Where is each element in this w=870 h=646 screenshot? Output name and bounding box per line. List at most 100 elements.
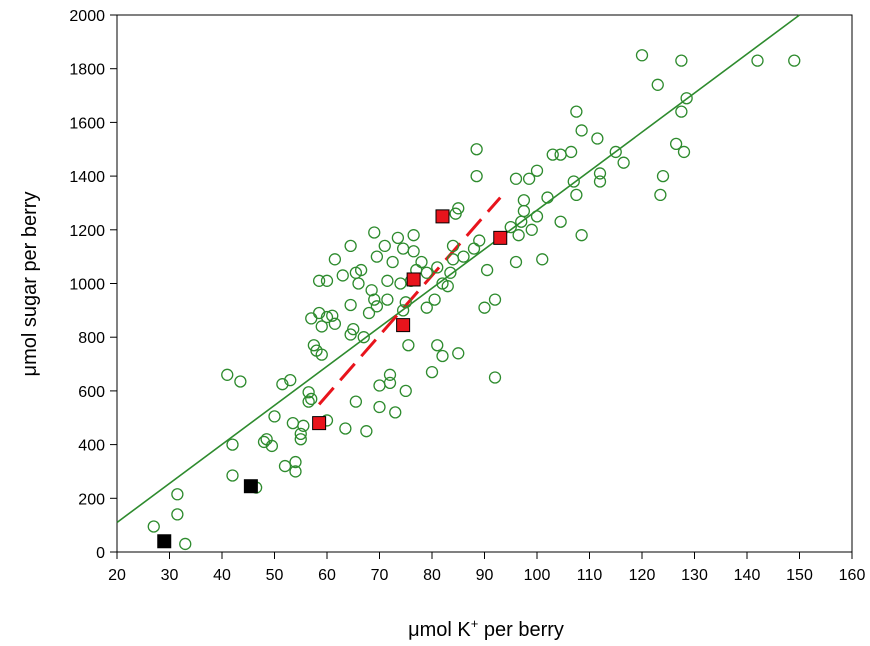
open-circle-point (452, 347, 465, 360)
open-circle-point (328, 253, 342, 266)
open-circle-point (305, 392, 318, 406)
open-circle-point (441, 280, 454, 293)
open-circle-point (147, 520, 160, 533)
open-circle-point (336, 269, 349, 282)
dashed-trend-line (317, 196, 502, 406)
open-circle-point (446, 253, 460, 266)
open-circle-point (554, 215, 567, 228)
x-axis-title-sup: + (471, 616, 479, 631)
open-circle-point (386, 255, 399, 269)
open-circle-point (444, 266, 457, 279)
x-tick-label: 40 (213, 567, 231, 584)
open-circle-point (396, 242, 410, 255)
x-axis-title-prefix: μmol K (408, 619, 471, 641)
open-circle-point (302, 395, 315, 408)
regression-line (116, 14, 800, 524)
open-circle-point (575, 124, 588, 137)
open-circle-point (415, 255, 428, 269)
open-circle-point (570, 105, 583, 118)
open-circle-point (407, 245, 420, 258)
open-circle-point (284, 374, 297, 387)
open-circle-point (609, 145, 622, 159)
open-circle-point (470, 169, 483, 183)
open-circle-point (289, 465, 302, 478)
open-circle-point (480, 263, 494, 277)
y-tick-label: 1800 (69, 62, 105, 79)
open-circle-point (315, 320, 328, 333)
x-tick-label: 150 (786, 567, 813, 584)
x-tick-label: 130 (681, 567, 708, 584)
open-circle-point (677, 145, 691, 159)
open-circle-point (530, 210, 544, 223)
open-circle-point (488, 293, 502, 306)
open-circle-point (171, 508, 184, 521)
y-axis-ticks: 0 200 400 600 800 1000 1200 1400 1600 1800 2000 (69, 8, 117, 562)
open-circle-point (305, 312, 318, 325)
open-circle-point (402, 339, 415, 352)
open-circle-point (522, 172, 536, 185)
open-circle-point (297, 419, 310, 432)
open-circle-point (278, 459, 292, 473)
open-circle-point (546, 148, 559, 161)
open-circle-point (349, 395, 363, 408)
open-circle-point (339, 422, 352, 435)
open-circle-point (751, 54, 764, 67)
open-circle-point (452, 202, 465, 215)
open-circle-point (593, 167, 607, 180)
open-circle-point (509, 172, 523, 185)
open-circle-point (788, 54, 801, 67)
open-circle-point (344, 298, 357, 312)
open-circle-point (541, 191, 554, 204)
open-circle-point (488, 371, 502, 384)
open-circle-point (360, 425, 373, 438)
open-circle-point (425, 365, 439, 379)
open-circle-point (257, 435, 271, 449)
open-circle-point (525, 223, 538, 236)
black-square-point (243, 479, 258, 494)
open-circle-point (354, 263, 368, 277)
x-tick-label: 110 (577, 567, 603, 584)
open-circle-point (381, 293, 394, 306)
open-circle-point (567, 175, 580, 188)
open-circle-point (593, 175, 607, 188)
open-circle-point (446, 239, 460, 253)
x-tick-label: 80 (423, 567, 441, 584)
open-circle-point (352, 277, 365, 290)
open-circle-point (391, 231, 405, 245)
y-tick-label: 200 (78, 491, 105, 508)
open-circle-point (370, 300, 384, 313)
open-circle-point (378, 239, 391, 253)
open-circle-point (226, 438, 239, 451)
x-tick-label: 120 (629, 567, 656, 584)
open-circle-point (420, 266, 433, 279)
dashed-line-layer (317, 196, 502, 406)
x-tick-label: 140 (734, 567, 761, 584)
y-tick-label: 2000 (69, 8, 105, 25)
open-circle-point (407, 229, 420, 242)
x-tick-label: 20 (108, 567, 126, 584)
open-circle-point (478, 301, 491, 314)
open-circle-point (564, 145, 578, 159)
open-circle-point (373, 379, 386, 392)
red-square-point (396, 318, 411, 333)
open-circle-point (509, 255, 523, 269)
open-circle-point (591, 132, 604, 145)
red-square-point (312, 416, 327, 431)
open-circle-point (389, 406, 402, 419)
open-circle-point (536, 253, 549, 266)
open-circle-point (368, 293, 381, 306)
x-tick-label: 60 (318, 567, 336, 584)
x-tick-label: 90 (476, 567, 494, 584)
open-circle-point (312, 306, 326, 320)
open-circle-point (289, 455, 302, 469)
open-circle-point (680, 92, 693, 105)
open-circle-point (669, 137, 683, 151)
open-circle-point (368, 226, 381, 239)
y-tick-label: 600 (78, 384, 105, 401)
open-circle-point (635, 49, 649, 62)
y-axis-title: μmol sugar per berry (19, 192, 41, 377)
open-circle-point (326, 309, 339, 322)
open-circle-point (470, 143, 483, 156)
open-circle-point (265, 439, 279, 453)
